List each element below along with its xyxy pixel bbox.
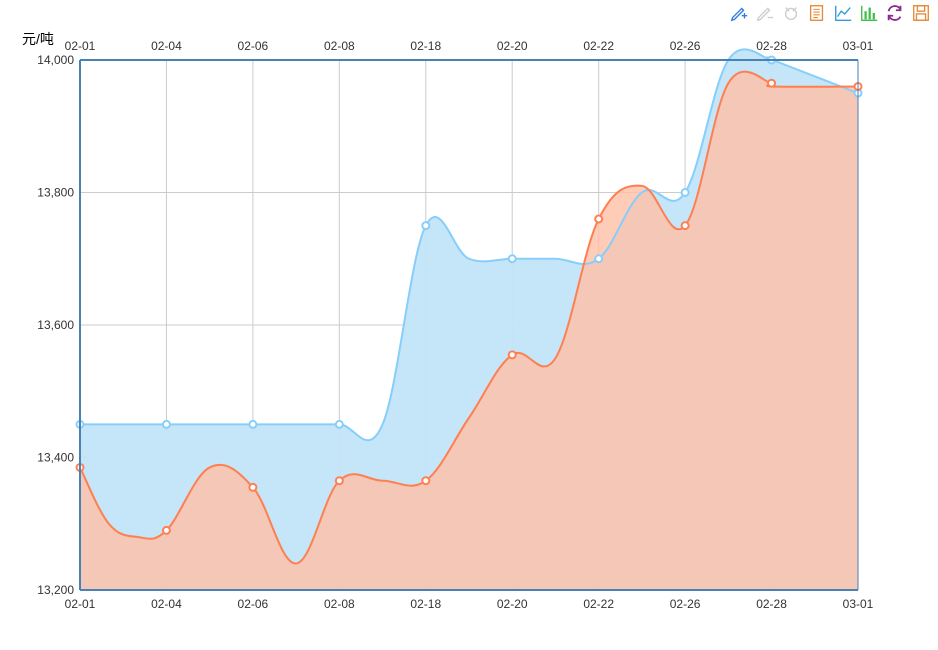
series-0-line	[80, 48, 859, 442]
x-tick-label-bottom-6: 02-22	[583, 597, 614, 611]
x-tick-label-top-6: 02-22	[583, 39, 614, 53]
refresh-icon[interactable]	[884, 2, 906, 24]
series-1-line	[79, 70, 859, 565]
series-1-point-15	[680, 221, 690, 231]
bar-chart-icon[interactable]	[858, 2, 880, 24]
y-tick-label-1: 13,400	[37, 451, 74, 465]
series-0-point-13	[594, 254, 604, 264]
series-1-point-3	[161, 525, 171, 535]
series-0-point-9	[421, 221, 431, 231]
series-0-point-7	[334, 419, 344, 429]
series-lines	[79, 48, 859, 565]
series-1-point-5	[248, 482, 258, 492]
restore-icon[interactable]	[780, 2, 802, 24]
series-1-area	[80, 71, 858, 591]
x-tick-label-bottom-7: 02-26	[670, 597, 701, 611]
y-tick-label-3: 13,800	[37, 186, 74, 200]
series-areas	[80, 49, 858, 591]
axes	[79, 59, 859, 591]
series-0-point-11	[507, 254, 517, 264]
series-0-point-5	[248, 419, 258, 429]
series-1-point-17	[767, 78, 777, 88]
x-tick-label-top-4: 02-18	[410, 39, 441, 53]
x-tick-label-bottom-1: 02-04	[151, 597, 182, 611]
x-tick-label-bottom-0: 02-01	[65, 597, 96, 611]
x-tick-label-top-9: 03-01	[843, 39, 874, 53]
x-tick-label-bottom-3: 02-08	[324, 597, 355, 611]
x-tick-label-top-8: 02-28	[756, 39, 787, 53]
x-tick-label-bottom-9: 03-01	[843, 597, 874, 611]
x-tick-label-bottom-8: 02-28	[756, 597, 787, 611]
line-chart-icon[interactable]	[832, 2, 854, 24]
data-zoom-reset-icon[interactable]	[754, 2, 776, 24]
chart-toolbox	[728, 2, 932, 24]
save-image-icon[interactable]	[910, 2, 932, 24]
series-markers	[75, 55, 863, 535]
x-tick-label-bottom-4: 02-18	[410, 597, 441, 611]
x-tick-label-top-5: 02-20	[497, 39, 528, 53]
x-tick-label-top-7: 02-26	[670, 39, 701, 53]
x-tick-label-top-0: 02-01	[65, 39, 96, 53]
y-axis-unit-label: 元/吨	[22, 31, 54, 47]
series-1-point-9	[421, 476, 431, 486]
y-tick-label-2: 13,600	[37, 318, 74, 332]
data-zoom-icon[interactable]	[728, 2, 750, 24]
data-view-icon[interactable]	[806, 2, 828, 24]
series-1-point-7	[334, 476, 344, 486]
x-tick-label-top-2: 02-06	[238, 39, 269, 53]
series-0-point-3	[161, 419, 171, 429]
x-tick-label-top-3: 02-08	[324, 39, 355, 53]
x-tick-label-bottom-2: 02-06	[238, 597, 269, 611]
tick-labels: 13,20013,40013,60013,80014,00002-0102-01…	[37, 39, 873, 611]
series-1-point-13	[594, 214, 604, 224]
series-1-point-11	[507, 350, 517, 360]
series-0-point-15	[680, 188, 690, 197]
x-tick-label-bottom-5: 02-20	[497, 597, 528, 611]
x-tick-label-top-1: 02-04	[151, 39, 182, 53]
y-tick-label-4: 14,000	[37, 53, 74, 67]
y-tick-label-0: 13,200	[37, 583, 74, 597]
